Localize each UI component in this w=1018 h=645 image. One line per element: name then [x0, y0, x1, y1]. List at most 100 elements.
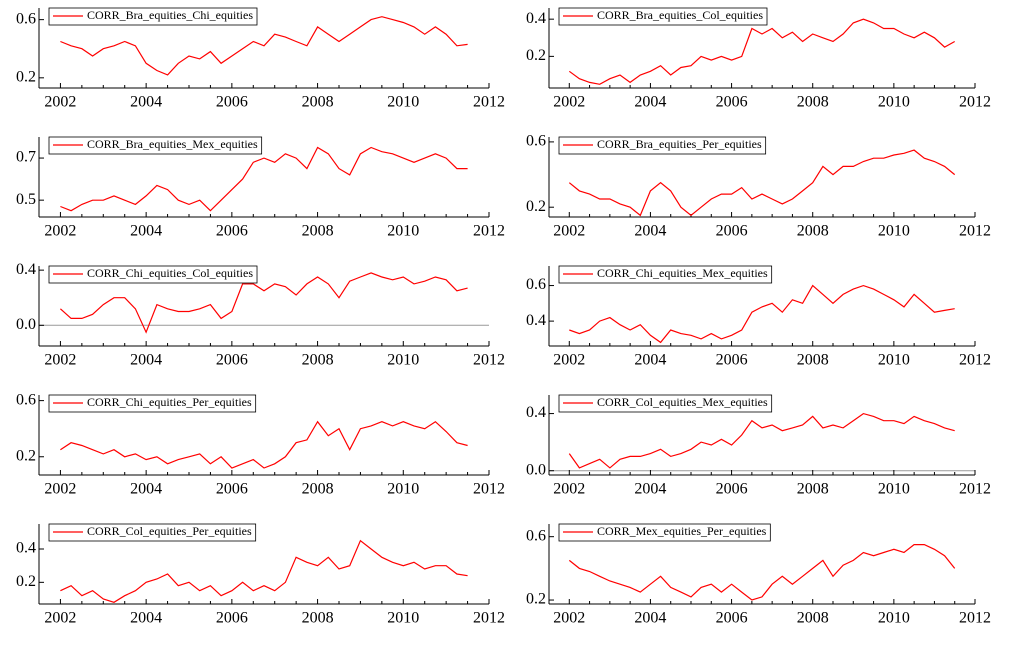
- x-tick-label: 2002: [553, 223, 585, 240]
- legend: CORR_Mex_equities_Per_equities: [558, 523, 771, 542]
- x-tick-label: 2004: [130, 610, 162, 627]
- y-tick-label: 0.7: [16, 149, 36, 166]
- y-tick-label: 0.0: [526, 461, 546, 478]
- y-tick-label: 0.6: [16, 10, 36, 27]
- legend-box: [558, 394, 773, 413]
- y-tick-label: 0.6: [526, 527, 546, 544]
- y-tick-label: 0.2: [16, 573, 36, 590]
- x-tick-label: 2006: [716, 94, 748, 111]
- x-tick-label: 2012: [959, 223, 991, 240]
- legend-label: CORR_Mex_equities_Per_equities: [597, 524, 767, 538]
- legend-box: [558, 265, 773, 284]
- y-tick-label: 0.6: [16, 391, 36, 408]
- x-tick-label: 2010: [878, 352, 910, 369]
- y-tick-label: 0.2: [526, 198, 546, 215]
- legend: CORR_Chi_equities_Mex_equities: [558, 265, 773, 284]
- x-tick-label: 2002: [44, 223, 76, 240]
- x-tick-label: 2008: [797, 352, 829, 369]
- x-tick-label: 2012: [959, 352, 991, 369]
- legend-box: [48, 7, 258, 26]
- x-tick-label: 2006: [716, 610, 748, 627]
- legend-box: [48, 523, 257, 542]
- x-tick-label: 2012: [473, 352, 505, 369]
- legend-box: [558, 523, 771, 542]
- legend: CORR_Chi_equities_Per_equities: [48, 394, 257, 413]
- legend-label: CORR_Chi_equities_Mex_equities: [597, 266, 768, 280]
- legend: CORR_Col_equities_Per_equities: [48, 523, 257, 542]
- legend: CORR_Bra_equities_Col_equities: [558, 7, 768, 26]
- x-tick-label: 2012: [473, 94, 505, 111]
- x-tick-label: 2010: [387, 481, 419, 498]
- legend: CORR_Bra_equities_Per_equities: [558, 136, 767, 155]
- series-line: [568, 149, 956, 217]
- x-tick-label: 2004: [634, 610, 666, 627]
- x-tick-label: 2006: [216, 94, 248, 111]
- series-line: [568, 18, 955, 85]
- x-tick-label: 2006: [216, 610, 248, 627]
- series-line: [569, 284, 955, 344]
- y-tick-label: 0.6: [526, 276, 546, 293]
- x-tick-label: 2008: [797, 481, 829, 498]
- x-tick-label: 2008: [797, 610, 829, 627]
- x-tick-label: 2006: [216, 352, 248, 369]
- x-tick-label: 2008: [302, 352, 334, 369]
- y-tick-label: 0.4: [526, 312, 546, 329]
- x-tick-label: 2010: [878, 94, 910, 111]
- x-tick-label: 2008: [302, 481, 334, 498]
- x-tick-label: 2006: [216, 223, 248, 240]
- x-tick-label: 2008: [797, 223, 829, 240]
- legend: CORR_Bra_equities_Mex_equities: [48, 136, 263, 155]
- x-tick-label: 2012: [473, 481, 505, 498]
- series-line: [60, 420, 468, 469]
- x-tick-label: 2006: [216, 481, 248, 498]
- y-tick-label: 0.5: [16, 191, 36, 208]
- legend-box: [48, 136, 263, 155]
- legend-label: CORR_Col_equities_Mex_equities: [597, 395, 768, 409]
- legend-label: CORR_Bra_equities_Chi_equities: [87, 8, 253, 22]
- x-tick-label: 2002: [553, 352, 585, 369]
- legend-label: CORR_Chi_equities_Per_equities: [87, 395, 252, 409]
- x-tick-label: 2004: [130, 481, 162, 498]
- legend-label: CORR_Chi_equities_Col_equities: [87, 266, 253, 280]
- legend: CORR_Col_equities_Mex_equities: [558, 394, 773, 413]
- y-tick-label: 0.2: [526, 591, 546, 608]
- x-tick-label: 2002: [44, 610, 76, 627]
- x-tick-label: 2008: [302, 223, 334, 240]
- legend-box: [558, 136, 767, 155]
- x-tick-label: 2012: [473, 610, 505, 627]
- y-tick-label: 0.2: [16, 447, 36, 464]
- x-tick-label: 2002: [553, 610, 585, 627]
- x-tick-label: 2002: [553, 94, 585, 111]
- x-tick-label: 2004: [634, 481, 666, 498]
- y-tick-label: 0.4: [526, 10, 546, 27]
- series-line: [59, 272, 468, 334]
- y-tick-label: 0.2: [16, 68, 36, 85]
- x-tick-label: 2012: [959, 610, 991, 627]
- x-tick-label: 2008: [302, 94, 334, 111]
- x-tick-label: 2006: [716, 481, 748, 498]
- legend: CORR_Chi_equities_Col_equities: [48, 265, 258, 284]
- x-tick-label: 2002: [44, 352, 76, 369]
- legend-box: [48, 265, 258, 284]
- x-tick-label: 2002: [553, 481, 585, 498]
- x-tick-label: 2004: [130, 223, 162, 240]
- x-tick-label: 2004: [634, 352, 666, 369]
- legend: CORR_Bra_equities_Chi_equities: [48, 7, 258, 26]
- x-tick-label: 2010: [387, 352, 419, 369]
- series-line: [60, 539, 468, 603]
- x-tick-label: 2010: [387, 223, 419, 240]
- x-tick-label: 2006: [716, 223, 748, 240]
- x-tick-label: 2002: [44, 94, 76, 111]
- y-tick-label: 0.4: [526, 404, 546, 421]
- x-tick-label: 2008: [302, 610, 334, 627]
- legend-box: [558, 7, 768, 26]
- y-tick-label: 0.0: [16, 316, 36, 333]
- x-tick-label: 2004: [634, 94, 666, 111]
- series-line: [60, 146, 468, 212]
- x-tick-label: 2002: [44, 481, 76, 498]
- x-tick-label: 2012: [473, 223, 505, 240]
- y-tick-label: 0.2: [526, 47, 546, 64]
- legend-label: CORR_Bra_equities_Mex_equities: [87, 137, 258, 151]
- x-tick-label: 2010: [387, 94, 419, 111]
